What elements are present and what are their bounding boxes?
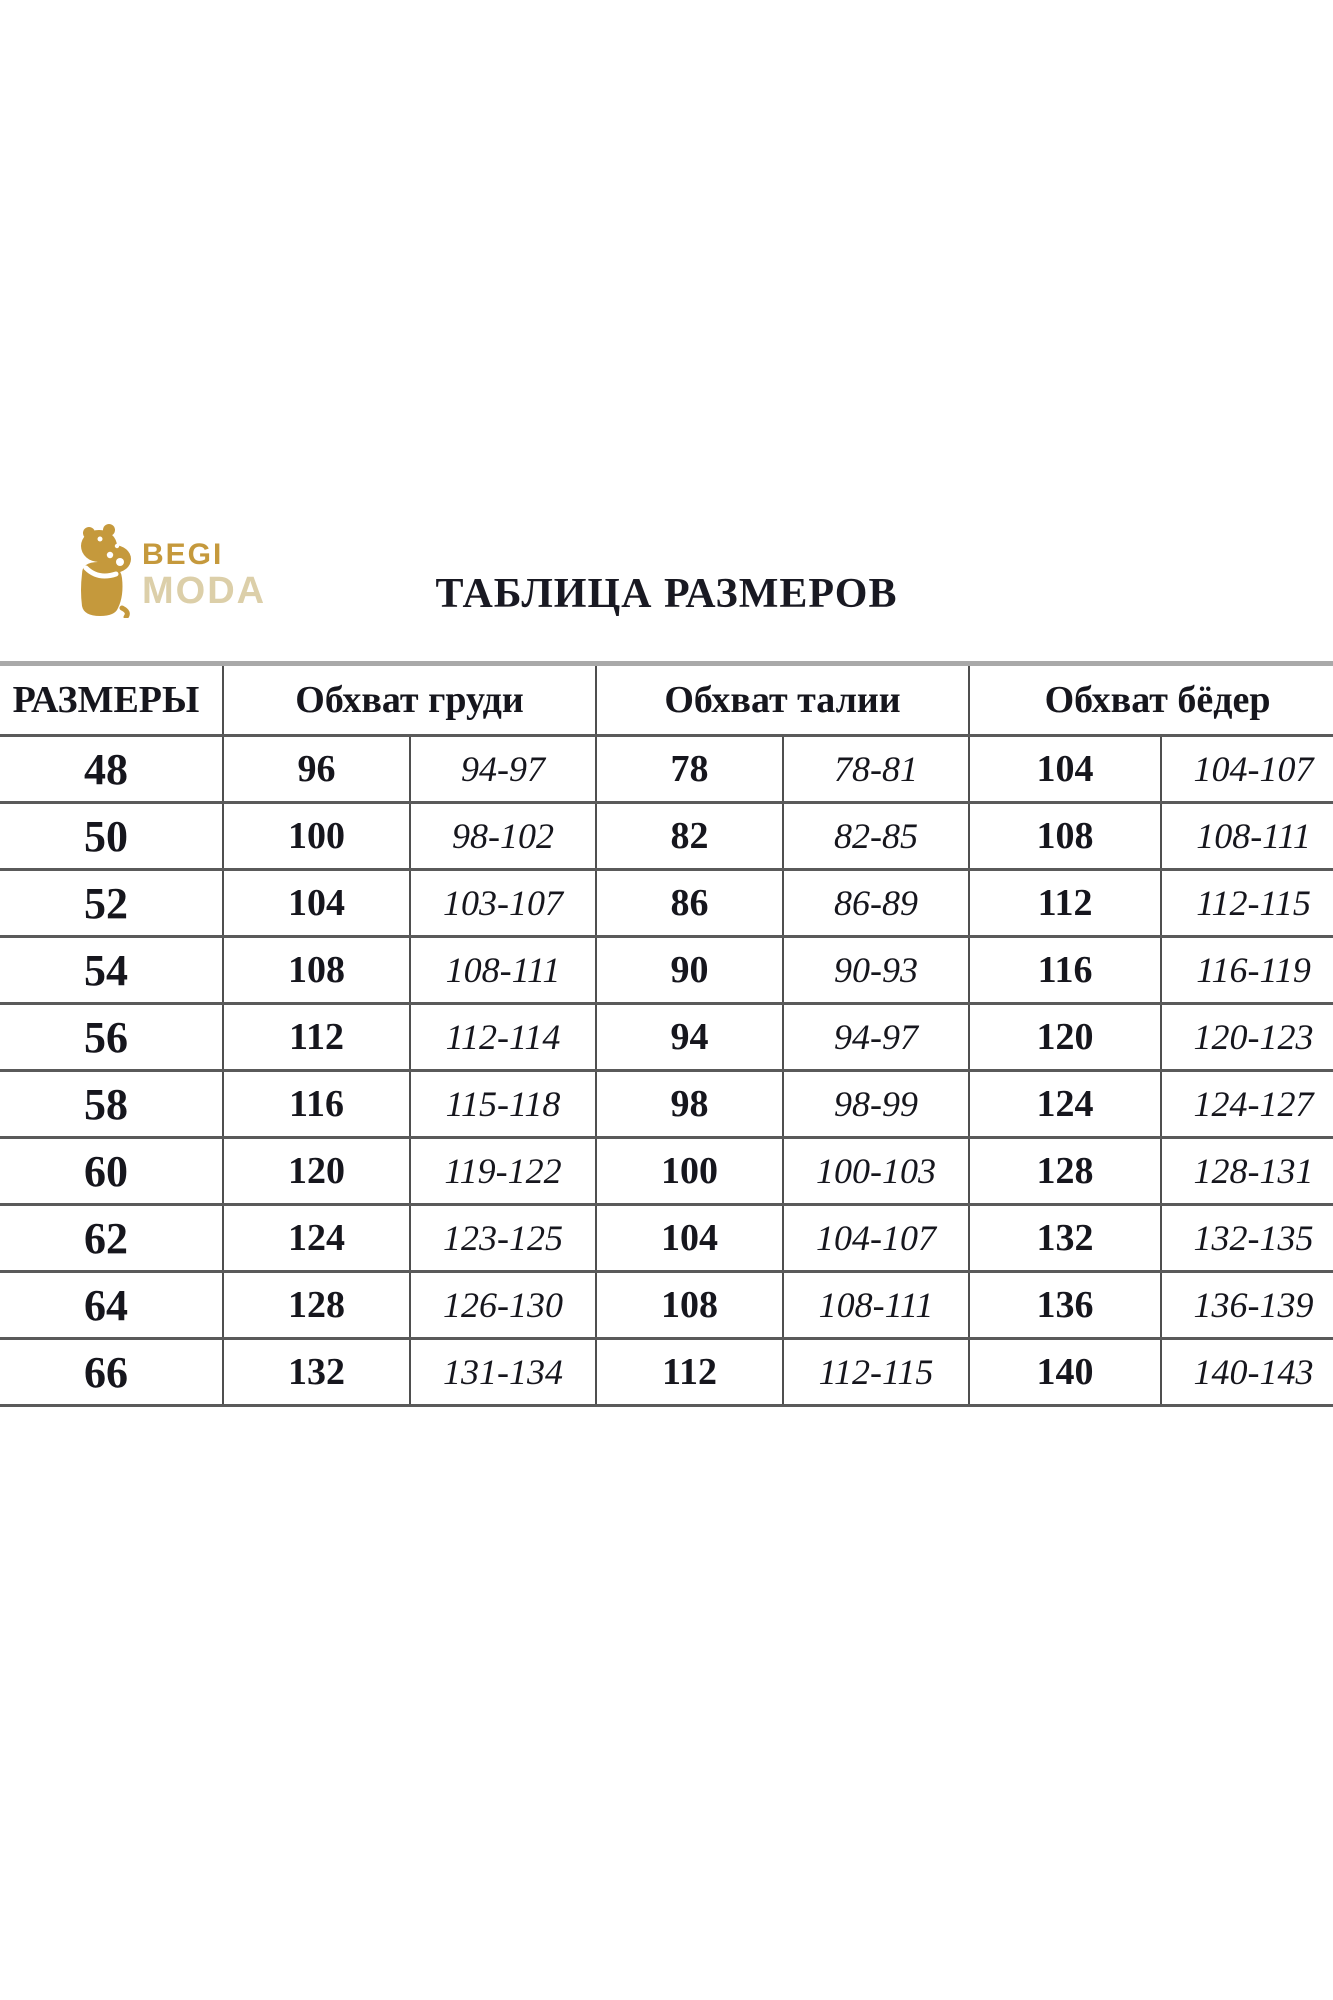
brand-name-bottom: MODA	[142, 570, 267, 612]
hips-range-cell: 132-135	[1160, 1203, 1333, 1273]
brand-logo: BEGI MODA	[76, 524, 266, 618]
waist-range-cell: 100-103	[781, 1136, 971, 1206]
chest-value-cell: 124	[222, 1203, 411, 1273]
hips-value-cell: 112	[968, 868, 1163, 938]
header-hips: Обхват бёдер	[968, 661, 1333, 737]
size-cell: 64	[0, 1270, 224, 1340]
hips-value-cell: 116	[968, 935, 1163, 1005]
chest-value-cell: 132	[222, 1337, 411, 1407]
size-cell: 52	[0, 868, 224, 938]
hips-value-cell: 108	[968, 801, 1163, 871]
size-cell: 54	[0, 935, 224, 1005]
chest-value-cell: 96	[222, 734, 411, 804]
table-row: 48 96 94-97 78 78-81 104 104-107	[0, 734, 1333, 804]
hips-range-cell: 104-107	[1160, 734, 1333, 804]
size-cell: 50	[0, 801, 224, 871]
waist-value-cell: 100	[595, 1136, 784, 1206]
waist-range-cell: 82-85	[781, 801, 971, 871]
chest-range-cell: 103-107	[409, 868, 597, 938]
waist-range-cell: 108-111	[781, 1270, 971, 1340]
chest-value-cell: 116	[222, 1069, 411, 1139]
hips-range-cell: 120-123	[1160, 1002, 1333, 1072]
table-row: 64 128 126-130 108 108-111 136 136-139	[0, 1270, 1333, 1340]
size-table: РАЗМЕРЫ Обхват груди Обхват талии Обхват…	[0, 661, 1333, 1407]
waist-range-cell: 104-107	[781, 1203, 971, 1273]
brand-name: BEGI MODA	[142, 538, 267, 612]
hips-value-cell: 128	[968, 1136, 1163, 1206]
waist-value-cell: 112	[595, 1337, 784, 1407]
table-row: 66 132 131-134 112 112-115 140 140-143	[0, 1337, 1333, 1407]
waist-value-cell: 104	[595, 1203, 784, 1273]
size-table-body: 48 96 94-97 78 78-81 104 104-107 50 100 98-102 82 8…	[0, 734, 1333, 1407]
chest-value-cell: 120	[222, 1136, 411, 1206]
hips-value-cell: 124	[968, 1069, 1163, 1139]
waist-range-cell: 112-115	[781, 1337, 971, 1407]
chest-value-cell: 108	[222, 935, 411, 1005]
size-cell: 60	[0, 1136, 224, 1206]
hips-value-cell: 132	[968, 1203, 1163, 1273]
size-table-header: РАЗМЕРЫ Обхват груди Обхват талии Обхват…	[0, 661, 1333, 737]
header-chest: Обхват груди	[222, 661, 597, 737]
waist-value-cell: 98	[595, 1069, 784, 1139]
page-title: ТАБЛИЦА РАЗМЕРОВ	[435, 571, 898, 617]
chest-value-cell: 128	[222, 1270, 411, 1340]
hippo-icon	[81, 524, 131, 618]
header-waist: Обхват талии	[594, 661, 971, 737]
header-row: РАЗМЕРЫ Обхват груди Обхват талии Обхват…	[0, 661, 1333, 737]
size-cell: 48	[0, 734, 224, 804]
table-row: 60 120 119-122 100 100-103 128 128-131	[0, 1136, 1333, 1206]
chest-range-cell: 112-114	[409, 1002, 597, 1072]
waist-value-cell: 86	[595, 868, 784, 938]
size-cell: 62	[0, 1203, 224, 1273]
waist-range-cell: 98-99	[781, 1069, 971, 1139]
chest-range-cell: 131-134	[409, 1337, 597, 1407]
chest-value-cell: 104	[222, 868, 411, 938]
brand-name-top: BEGI	[142, 538, 224, 571]
waist-range-cell: 86-89	[781, 868, 971, 938]
hips-range-cell: 128-131	[1160, 1136, 1333, 1206]
table-row: 52 104 103-107 86 86-89 112 112-115	[0, 868, 1333, 938]
size-cell: 56	[0, 1002, 224, 1072]
chest-range-cell: 108-111	[409, 935, 597, 1005]
chest-range-cell: 98-102	[409, 801, 597, 871]
table-row: 54 108 108-111 90 90-93 116 116-119	[0, 935, 1333, 1005]
table-row: 62 124 123-125 104 104-107 132 132-135	[0, 1203, 1333, 1273]
hips-value-cell: 140	[968, 1337, 1163, 1407]
chest-value-cell: 112	[222, 1002, 411, 1072]
waist-value-cell: 108	[595, 1270, 784, 1340]
hips-range-cell: 140-143	[1160, 1337, 1333, 1407]
hips-range-cell: 112-115	[1160, 868, 1333, 938]
size-cell: 66	[0, 1337, 224, 1407]
waist-range-cell: 78-81	[781, 734, 971, 804]
table-row: 58 116 115-118 98 98-99 124 124-127	[0, 1069, 1333, 1139]
table-row: 56 112 112-114 94 94-97 120 120-123	[0, 1002, 1333, 1072]
chest-range-cell: 115-118	[409, 1069, 597, 1139]
waist-value-cell: 94	[595, 1002, 784, 1072]
hips-value-cell: 120	[968, 1002, 1163, 1072]
size-cell: 58	[0, 1069, 224, 1139]
chest-range-cell: 126-130	[409, 1270, 597, 1340]
hips-range-cell: 124-127	[1160, 1069, 1333, 1139]
hips-range-cell: 116-119	[1160, 935, 1333, 1005]
chest-value-cell: 100	[222, 801, 411, 871]
chest-range-cell: 119-122	[409, 1136, 597, 1206]
hips-range-cell: 136-139	[1160, 1270, 1333, 1340]
hips-value-cell: 104	[968, 734, 1163, 804]
chest-range-cell: 123-125	[409, 1203, 597, 1273]
waist-value-cell: 90	[595, 935, 784, 1005]
table-row: 50 100 98-102 82 82-85 108 108-111	[0, 801, 1333, 871]
waist-value-cell: 82	[595, 801, 784, 871]
header-sizes: РАЗМЕРЫ	[0, 661, 224, 737]
chest-range-cell: 94-97	[409, 734, 597, 804]
waist-range-cell: 94-97	[781, 1002, 971, 1072]
waist-range-cell: 90-93	[781, 935, 971, 1005]
hips-range-cell: 108-111	[1160, 801, 1333, 871]
hips-value-cell: 136	[968, 1270, 1163, 1340]
waist-value-cell: 78	[595, 734, 784, 804]
